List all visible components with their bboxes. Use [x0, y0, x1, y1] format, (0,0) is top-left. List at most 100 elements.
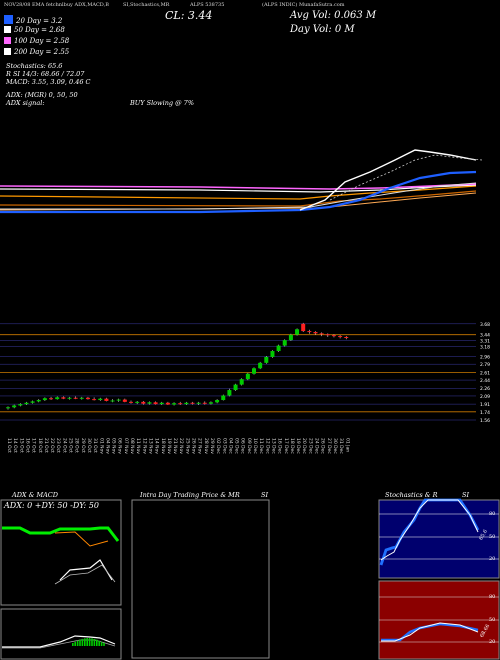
- legend-label-ema100: 100 Day = 2.58: [14, 37, 70, 45]
- macd-hist-bar: [72, 643, 74, 646]
- rsi-readout: R SI 14/3: 68.66 / 72.07: [6, 70, 85, 78]
- date-tick-label: 05 Nov: [111, 438, 117, 454]
- header-tag-mid: SI,Stochastics,MR: [123, 2, 170, 8]
- date-tick-label: 01 Nov: [98, 438, 104, 454]
- candle-body: [258, 362, 263, 369]
- date-tick-label: 12 Dec: [264, 438, 270, 454]
- header-tag-right: (ALPS INDIC) MunafaSutra.com: [262, 2, 345, 8]
- legend-ema100: 100 Day = 2.58: [4, 37, 69, 45]
- candlestick-chart: 3.68 3.443.313.18 2.96 2.79 2.61 2.44 2.26 2.09…: [0, 322, 490, 424]
- date-tick-label: 11 Nov: [135, 438, 141, 454]
- ema50-line: [0, 182, 477, 210]
- date-tick-label: 28 Oct: [74, 438, 80, 453]
- stochastics-readout: Stochastics: 65.6: [6, 62, 63, 70]
- candle-body: [73, 397, 78, 399]
- candle-body: [338, 336, 343, 338]
- macd-hist-bar: [93, 638, 96, 646]
- candle-body: [190, 402, 195, 404]
- legend-swatch-ema100: [4, 37, 11, 44]
- date-tick-label: 14 Oct: [12, 438, 18, 453]
- rsi-tick-20: 20: [489, 639, 496, 645]
- candle-body: [6, 407, 10, 409]
- ema100-line: [0, 183, 477, 190]
- candle-body: [331, 335, 336, 337]
- rsi-tick-80: 80: [489, 594, 496, 600]
- candle-body: [24, 402, 29, 405]
- date-tick-label: 01 Jan: [344, 438, 350, 452]
- header-tag-mid2: ALPS 538735: [190, 2, 225, 8]
- date-tick-label: 07 Nov: [123, 438, 129, 454]
- candle-body: [129, 401, 133, 403]
- date-tick-label: 22 Oct: [49, 438, 55, 453]
- date-tick-label: 17 Dec: [283, 438, 289, 454]
- date-tick-label: 26 Dec: [320, 438, 326, 454]
- legend-swatch-ema50: [4, 26, 11, 33]
- ema-overlay-chart: [0, 149, 483, 214]
- adx-white-b: [54, 564, 116, 585]
- macd-hist-bar: [74, 641, 76, 646]
- date-tick-label: 21 Oct: [43, 438, 49, 453]
- candle-body: [325, 334, 330, 336]
- header-tag-left: NOV28/08 EMA fetchnlbuy ADX,MACD,B: [4, 2, 109, 8]
- adx-box: [0, 499, 122, 606]
- date-tick-label: 23 Dec: [307, 438, 313, 454]
- candle-body: [42, 398, 47, 401]
- date-tick-label: 24 Dec: [314, 438, 320, 454]
- macd-hist-bar: [81, 638, 84, 646]
- date-tick-label: 13 Nov: [147, 438, 153, 454]
- close-price-label: CL: 3.44: [165, 9, 213, 22]
- candle-body: [288, 334, 293, 341]
- date-tick-label: 19 Nov: [166, 438, 172, 454]
- candle-body: [135, 401, 140, 403]
- price-tick-label: 3.44: [480, 333, 490, 339]
- buy-signal-text: BUY Slowing @ 7%: [130, 99, 194, 107]
- candle-body: [208, 402, 213, 404]
- macd-hist-bar: [79, 639, 81, 646]
- macd-box: [0, 608, 122, 660]
- candle-body: [55, 397, 60, 400]
- stoch-tick-50: 50: [489, 534, 496, 540]
- adx-orange-line: [54, 531, 109, 547]
- date-tick-label: 11 Dec: [258, 438, 264, 454]
- candle-body: [313, 331, 318, 334]
- candle-body: [110, 400, 115, 402]
- candle-body: [196, 402, 201, 404]
- avg-volume-label: Avg Vol: 0.063 M: [290, 10, 377, 21]
- date-tick-label: 16 Dec: [277, 438, 283, 454]
- candle-body: [30, 401, 35, 403]
- candle-body: [239, 379, 244, 385]
- candle-body: [295, 329, 300, 335]
- date-tick-label: 28 Nov: [203, 438, 209, 454]
- candle-body: [215, 400, 220, 403]
- date-tick-label: 30 Dec: [332, 438, 338, 454]
- rsi-tick-50: 50: [489, 617, 496, 623]
- ema20-line: [0, 170, 477, 214]
- date-tick-label: 31 Dec: [338, 438, 344, 454]
- price-high-line-dotted: [329, 154, 483, 201]
- candle-body: [184, 402, 189, 405]
- macd-hist-bar: [76, 640, 79, 646]
- legend-label-ema200: 200 Day = 2.55: [14, 48, 70, 56]
- date-tick-label: 30 Oct: [86, 438, 92, 453]
- macd-line: [2, 635, 116, 648]
- date-tick-label: 16 Oct: [24, 438, 30, 453]
- date-tick-label: 06 Nov: [117, 438, 123, 454]
- price-tick-label: 3.68: [480, 322, 490, 328]
- candle-body: [221, 395, 226, 401]
- date-tick-label: 27 Dec: [326, 438, 332, 454]
- candle-body: [98, 398, 103, 401]
- price-tick-label: 2.61: [480, 370, 490, 376]
- price-tick-label: 2.26: [480, 386, 490, 392]
- stoch-panel-title-suffix: SI: [462, 491, 470, 499]
- date-tick-label: 20 Dec: [301, 438, 307, 454]
- candle-body: [270, 351, 275, 357]
- macd-readout: MACD: 3.55, 3.09, 0.46 C: [6, 78, 91, 86]
- candle-body: [12, 405, 17, 408]
- price-tick-label: 1.91: [480, 402, 490, 408]
- date-tick-label: 12 Nov: [141, 438, 147, 454]
- adx-green-line: [2, 526, 120, 542]
- date-tick-label: 13 Dec: [270, 438, 276, 454]
- candle-body: [85, 397, 90, 400]
- date-tick-label: 08 Nov: [129, 438, 135, 454]
- intraday-box: [131, 499, 270, 659]
